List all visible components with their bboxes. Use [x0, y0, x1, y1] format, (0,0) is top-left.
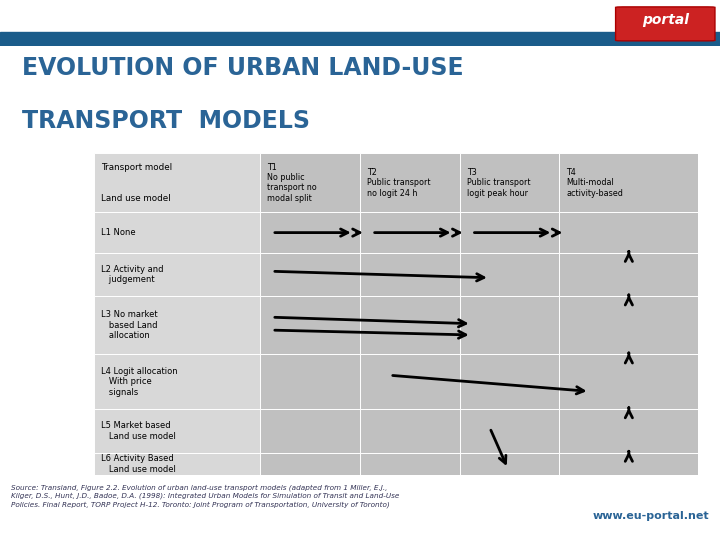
Bar [360, 409, 459, 453]
Text: L6 Activity Based
   Land use model: L6 Activity Based Land use model [101, 454, 176, 474]
Text: T1
No public
transport no
modal split: T1 No public transport no modal split [267, 163, 317, 202]
Text: T2
Public transport
no logit 24 h: T2 Public transport no logit 24 h [367, 168, 431, 198]
Bar [94, 212, 260, 253]
Text: L2 Activity and
   judgement: L2 Activity and judgement [101, 265, 163, 284]
Text: EVOLUTION OF URBAN LAND-USE: EVOLUTION OF URBAN LAND-USE [22, 56, 463, 79]
Bar [459, 253, 559, 296]
Text: T3
Public transport
logit peak hour: T3 Public transport logit peak hour [467, 168, 530, 198]
Bar [94, 153, 260, 212]
Bar [260, 354, 360, 409]
Bar [94, 296, 260, 354]
Bar [0, 32, 720, 46]
Bar [260, 296, 360, 354]
Bar [559, 296, 698, 354]
Bar [559, 409, 698, 453]
Text: L1 None: L1 None [101, 228, 135, 237]
Text: L5 Market based
   Land use model: L5 Market based Land use model [101, 421, 176, 441]
Text: TRANSPORT  MODELS: TRANSPORT MODELS [22, 109, 310, 133]
FancyBboxPatch shape [616, 7, 715, 41]
Bar [360, 153, 459, 212]
Text: portal: portal [642, 13, 689, 27]
Bar [360, 354, 459, 409]
Bar [559, 453, 698, 475]
Bar [559, 212, 698, 253]
Bar [559, 354, 698, 409]
Bar [260, 253, 360, 296]
Bar [260, 153, 360, 212]
Bar [559, 153, 698, 212]
Bar [459, 153, 559, 212]
Bar [459, 409, 559, 453]
Text: Transport model


Land use model: Transport model Land use model [101, 163, 172, 202]
Bar [260, 212, 360, 253]
Text: L3 No market
   based Land
   allocation: L3 No market based Land allocation [101, 310, 158, 340]
Bar [360, 296, 459, 354]
Bar [360, 253, 459, 296]
Bar [360, 212, 459, 253]
Bar [260, 409, 360, 453]
Bar [94, 253, 260, 296]
Bar [459, 212, 559, 253]
Bar [360, 453, 459, 475]
Text: L4 Logit allocation
   With price
   signals: L4 Logit allocation With price signals [101, 367, 178, 396]
Bar [459, 453, 559, 475]
Bar [94, 354, 260, 409]
Text: Source: Transland, Figure 2.2. Evolution of urban land-use transport models (ada: Source: Transland, Figure 2.2. Evolution… [11, 484, 399, 508]
Text: TRANSPORT AND LAND USE: TRANSPORT AND LAND USE [18, 10, 202, 23]
Bar [94, 453, 260, 475]
Bar [559, 253, 698, 296]
Text: www.eu-portal.net: www.eu-portal.net [593, 511, 709, 522]
Bar [459, 354, 559, 409]
Bar [260, 453, 360, 475]
Text: T4
Multi-modal
activity-based: T4 Multi-modal activity-based [567, 168, 624, 198]
Bar [459, 296, 559, 354]
Bar [94, 409, 260, 453]
